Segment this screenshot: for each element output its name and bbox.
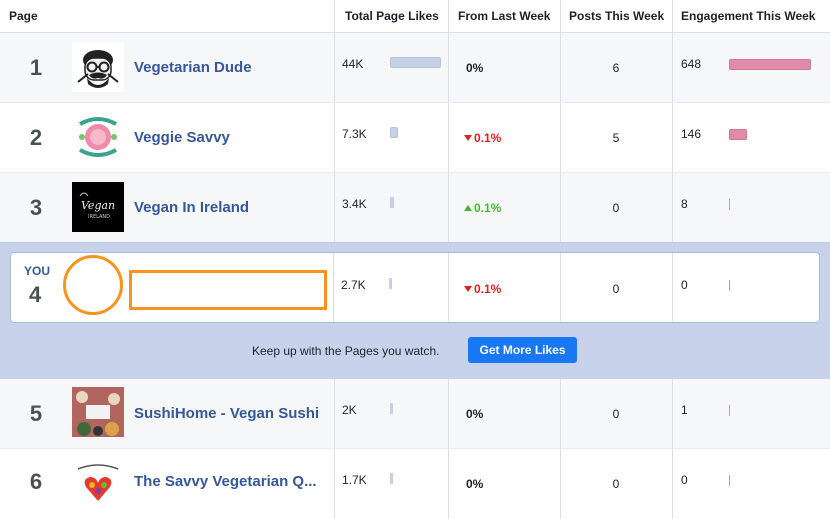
change-value: 0.1% xyxy=(464,131,501,145)
engagement-bar xyxy=(729,199,730,210)
savvy-vegetarian-logo[interactable] xyxy=(72,457,124,507)
posts-value: 0 xyxy=(612,201,620,215)
posts-value: 0 xyxy=(612,407,620,421)
change-value: 0% xyxy=(466,61,484,75)
change-value: 0.1% xyxy=(464,201,501,215)
likes-value: 2K xyxy=(342,403,357,417)
table-row[interactable]: 3 Vegan IRELAND Vegan In Ireland 3.4K 0.… xyxy=(0,173,830,242)
likes-value: 3.4K xyxy=(342,197,367,211)
table-header: Page Total Page Likes From Last Week Pos… xyxy=(0,0,830,33)
engagement-bar xyxy=(729,405,730,416)
likes-value: 2.7K xyxy=(341,278,366,292)
change-value: 0% xyxy=(466,407,484,421)
header-total-likes: Total Page Likes xyxy=(345,9,439,23)
rank: 2 xyxy=(29,125,43,150)
table-row[interactable]: 1 Vegetarian Dude 44K 0% 6 648 xyxy=(0,33,830,103)
highlight-rectangle xyxy=(129,270,327,310)
vegan-in-ireland-logo[interactable]: Vegan IRELAND xyxy=(72,182,124,232)
engagement-value: 648 xyxy=(681,57,702,71)
engagement-bar xyxy=(729,475,730,486)
rank: 5 xyxy=(29,401,43,426)
your-page-row[interactable]: YOU 4 2.7K 0.1% 0 0 xyxy=(10,252,820,323)
sushihome-logo[interactable] xyxy=(72,387,124,437)
likes-bar xyxy=(390,127,398,138)
page-name-link[interactable]: The Savvy Vegetarian Q... xyxy=(134,473,317,490)
page-name-link[interactable]: SushiHome - Vegan Sushi xyxy=(134,405,320,422)
engagement-value: 1 xyxy=(681,403,688,417)
svg-text:Vegan: Vegan xyxy=(81,199,115,212)
engagement-value: 0 xyxy=(681,473,688,487)
svg-text:IRELAND: IRELAND xyxy=(88,214,110,220)
table-row[interactable]: 5 SushiHome - Vegan Sushi 2K 0% 0 1 xyxy=(0,379,830,449)
engagement-value: 146 xyxy=(681,127,702,141)
posts-value: 0 xyxy=(612,282,620,296)
table-row[interactable]: 2 Veggie Savvy 7.3K 0.1% 5 146 xyxy=(0,103,830,173)
change-value: 0% xyxy=(466,477,484,491)
page-name-link[interactable]: Vegan In Ireland xyxy=(134,199,250,216)
rank: 4 xyxy=(29,282,42,307)
rank: 3 xyxy=(29,195,43,220)
posts-value: 0 xyxy=(612,477,620,491)
get-more-likes-button[interactable]: Get More Likes xyxy=(468,337,577,363)
page-name-link[interactable]: Veggie Savvy xyxy=(134,129,230,146)
highlight-circle xyxy=(63,255,123,315)
engagement-bar xyxy=(729,129,747,140)
down-arrow-icon xyxy=(464,135,472,141)
page-name-link[interactable]: Vegetarian Dude xyxy=(134,59,252,76)
table-row[interactable]: 6 The Savvy Vegetarian Q... 1.7K 0% 0 0 xyxy=(0,449,830,519)
likes-bar xyxy=(389,278,392,289)
you-label: YOU xyxy=(24,264,51,278)
veggie-savvy-logo[interactable] xyxy=(72,112,124,162)
header-from-last-week: From Last Week xyxy=(458,9,551,23)
likes-bar xyxy=(390,197,394,208)
engagement-value: 8 xyxy=(681,197,688,211)
likes-value: 7.3K xyxy=(342,127,367,141)
header-posts: Posts This Week xyxy=(569,9,665,23)
rank: 6 xyxy=(29,469,43,494)
likes-value: 44K xyxy=(342,57,364,71)
cta-text: Keep up with the Pages you watch. xyxy=(252,344,440,358)
engagement-value: 0 xyxy=(681,278,688,292)
header-page: Page xyxy=(9,9,38,23)
likes-bar xyxy=(390,57,441,68)
engagement-bar xyxy=(729,280,730,291)
header-engagement: Engagement This Week xyxy=(681,9,816,23)
rank: 1 xyxy=(29,55,43,80)
vegetarian-dude-logo[interactable] xyxy=(72,42,124,92)
likes-bar xyxy=(390,403,393,414)
likes-value: 1.7K xyxy=(342,473,367,487)
likes-bar xyxy=(390,473,393,484)
posts-value: 5 xyxy=(612,131,620,145)
your-page-section: YOU 4 2.7K 0.1% 0 0 Keep up with the Pag… xyxy=(0,242,830,380)
up-arrow-icon xyxy=(464,205,472,211)
engagement-bar xyxy=(729,59,811,70)
down-arrow-icon xyxy=(464,286,472,292)
posts-value: 6 xyxy=(612,61,620,75)
change-value: 0.1% xyxy=(464,282,501,296)
